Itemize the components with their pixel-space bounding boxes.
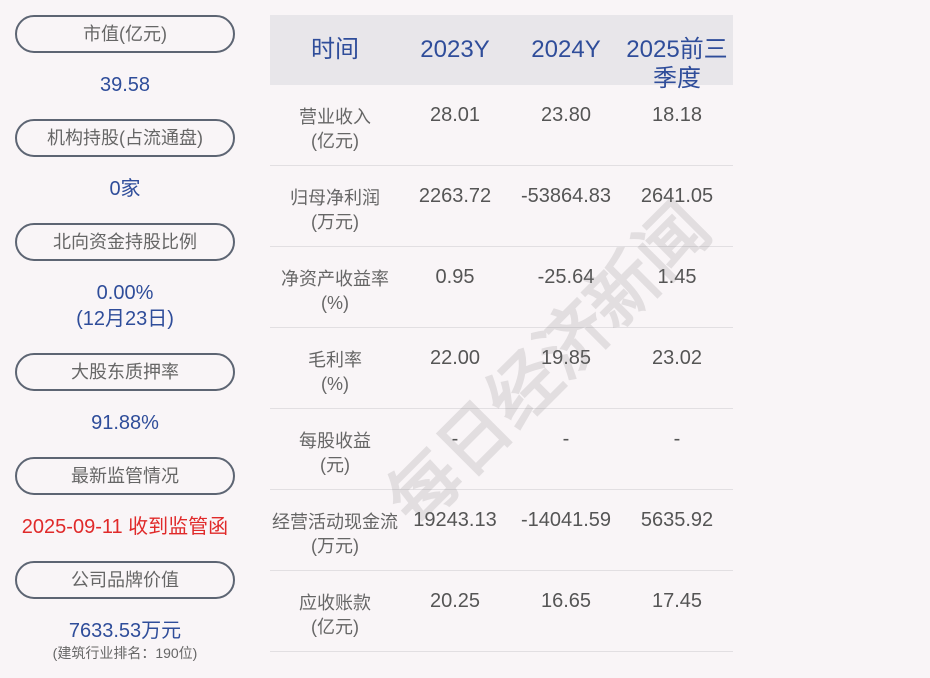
row-label: 应收账款 (亿元) bbox=[270, 591, 400, 639]
table-row: 每股收益 (元) - - - bbox=[270, 409, 733, 490]
cell-value: 5635.92 bbox=[640, 509, 714, 531]
row-label-unit: (万元) bbox=[311, 536, 359, 556]
header-2023: 2023Y bbox=[420, 36, 490, 63]
cell-value: 16.65 bbox=[540, 590, 592, 612]
regulation-label: 最新监管情况 bbox=[15, 457, 235, 495]
cell-value: 23.02 bbox=[651, 347, 703, 369]
financial-table: 时间 2023Y 2024Y 2025前三季度 营业收入 (亿元) 28.01 23.… bbox=[270, 15, 733, 652]
brand-value-label: 公司品牌价值 bbox=[15, 561, 235, 599]
cell-value: -53864.83 bbox=[520, 185, 612, 207]
row-label-name: 归母净利润 bbox=[290, 188, 380, 208]
row-label-unit: (亿元) bbox=[311, 617, 359, 637]
row-label-name: 每股收益 bbox=[299, 431, 371, 451]
institution-holding-value: 0家 bbox=[109, 178, 141, 200]
row-label-name: 应收账款 bbox=[299, 593, 371, 613]
cell-value: 17.45 bbox=[651, 590, 703, 612]
row-label-unit: (%) bbox=[321, 293, 349, 313]
cell-value: 22.00 bbox=[429, 347, 481, 369]
pledge-rate-value: 91.88% bbox=[91, 412, 159, 434]
table-row: 归母净利润 (万元) 2263.72 -53864.83 2641.05 bbox=[270, 166, 733, 247]
cell-value: - bbox=[673, 428, 681, 450]
row-label: 毛利率 (%) bbox=[270, 348, 400, 396]
cell-value: 20.25 bbox=[429, 590, 481, 612]
cell-value: 23.80 bbox=[540, 104, 592, 126]
row-label-unit: (元) bbox=[320, 455, 350, 475]
brand-value: 7633.53万元 bbox=[68, 620, 182, 642]
row-label-name: 营业收入 bbox=[299, 107, 371, 127]
table-row: 经营活动现金流 (万元) 19243.13 -14041.59 5635.92 bbox=[270, 490, 733, 571]
cell-value: 19.85 bbox=[540, 347, 592, 369]
cell-value: 28.01 bbox=[429, 104, 481, 126]
pledge-rate-label: 大股东质押率 bbox=[15, 353, 235, 391]
cell-value: 2641.05 bbox=[640, 185, 714, 207]
northbound-label: 北向资金持股比例 bbox=[15, 223, 235, 261]
row-label-unit: (%) bbox=[321, 374, 349, 394]
cell-value: 1.45 bbox=[657, 266, 697, 288]
cell-value: 0.95 bbox=[435, 266, 475, 288]
row-label: 每股收益 (元) bbox=[270, 429, 400, 477]
row-label-name: 净资产收益率 bbox=[281, 269, 389, 289]
header-time: 时间 bbox=[311, 36, 359, 63]
cell-value: - bbox=[562, 428, 570, 450]
row-label: 营业收入 (亿元) bbox=[270, 105, 400, 153]
row-label: 净资产收益率 (%) bbox=[270, 267, 400, 315]
row-label: 归母净利润 (万元) bbox=[270, 186, 400, 234]
header-2025: 2025前三季度 bbox=[626, 36, 728, 92]
northbound-value: 0.00% bbox=[96, 282, 154, 304]
regulation-value: 2025-09-11 收到监管函 bbox=[21, 516, 229, 538]
institution-holding-label: 机构持股(占流通盘) bbox=[15, 119, 235, 157]
cell-value: -14041.59 bbox=[520, 509, 612, 531]
row-label-unit: (亿元) bbox=[311, 131, 359, 151]
table-header: 时间 2023Y 2024Y 2025前三季度 bbox=[270, 15, 733, 92]
table-row: 营业收入 (亿元) 28.01 23.80 18.18 bbox=[270, 85, 733, 166]
market-cap-value: 39.58 bbox=[99, 74, 151, 96]
northbound-date: (12月23日) bbox=[76, 308, 174, 330]
row-label-name: 经营活动现金流 bbox=[272, 512, 398, 532]
brand-rank: (建筑行业排名：190位) bbox=[52, 645, 198, 661]
cell-value: 19243.13 bbox=[413, 509, 497, 531]
table-row: 应收账款 (亿元) 20.25 16.65 17.45 bbox=[270, 571, 733, 652]
row-label: 经营活动现金流 (万元) bbox=[270, 510, 400, 558]
table-row: 毛利率 (%) 22.00 19.85 23.02 bbox=[270, 328, 733, 409]
row-label-name: 毛利率 bbox=[308, 350, 362, 370]
table-row: 净资产收益率 (%) 0.95 -25.64 1.45 bbox=[270, 247, 733, 328]
market-cap-label: 市值(亿元) bbox=[15, 15, 235, 53]
header-2024: 2024Y bbox=[531, 36, 601, 63]
cell-value: -25.64 bbox=[537, 266, 595, 288]
cell-value: 2263.72 bbox=[418, 185, 492, 207]
row-label-unit: (万元) bbox=[311, 212, 359, 232]
cell-value: 18.18 bbox=[651, 104, 703, 126]
cell-value: - bbox=[451, 428, 459, 450]
